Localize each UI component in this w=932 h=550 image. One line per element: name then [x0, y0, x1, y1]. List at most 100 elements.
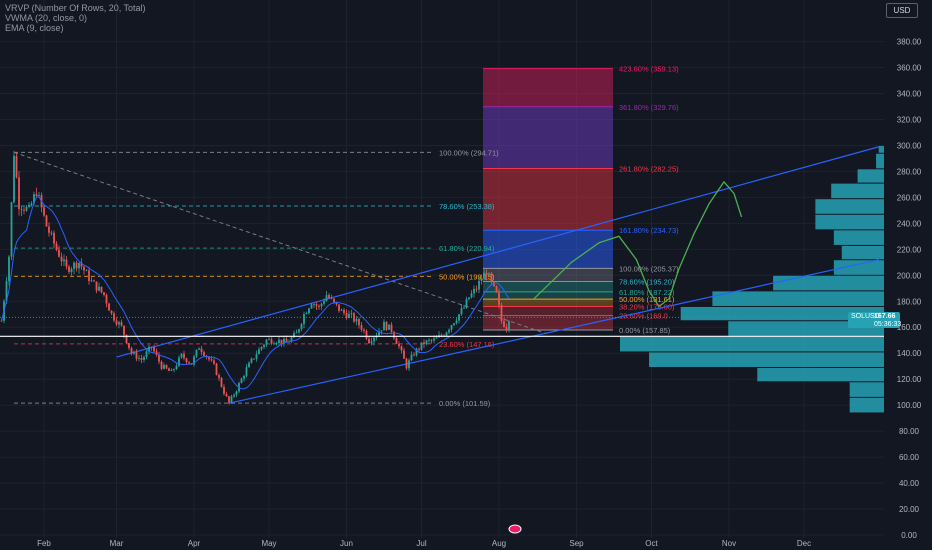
event-marker-icon [508, 524, 522, 534]
candle-body [105, 294, 108, 304]
volume-profile-bar [649, 352, 884, 367]
candle-body [498, 292, 500, 306]
candle-body [28, 204, 30, 207]
channel-lower-line [228, 259, 880, 404]
fib-extension-label: 423.60% (359.13) [619, 65, 679, 74]
volume-profile-bar [757, 367, 884, 382]
fib-extension-label: 50.00% (181.61) [619, 295, 675, 304]
candle-body [178, 357, 180, 366]
candle-body [65, 259, 68, 267]
volume-profile-bar [712, 291, 884, 306]
fib-extension-label: 78.60% (195.20) [619, 278, 675, 287]
candle-body [295, 332, 298, 334]
volume-profile-bar [849, 397, 884, 413]
y-tick-label: 120.00 [897, 375, 922, 384]
y-tick-label: 360.00 [897, 64, 922, 73]
candle-body [263, 344, 265, 347]
candle-body [470, 293, 473, 298]
candle-body [115, 320, 118, 325]
candle-body [345, 312, 348, 318]
candle-body [430, 340, 433, 341]
fib-anchor-trendline [13, 151, 547, 335]
candle-body [485, 272, 488, 276]
candle-body [483, 272, 485, 279]
candle-body [378, 331, 380, 336]
fib-extension-zone [483, 106, 613, 169]
candle-body [123, 325, 125, 335]
candle-body [465, 299, 468, 308]
fib-retracement-label: 61.80% (220.94) [439, 244, 495, 253]
y-tick-label: 40.00 [899, 479, 920, 488]
indicator-ema[interactable]: EMA (9, close) [5, 23, 64, 33]
candle-body [220, 377, 223, 387]
candle-body [233, 394, 235, 397]
volume-profile-bar [620, 336, 884, 352]
candle-body [148, 346, 150, 352]
candle-body [415, 348, 418, 356]
candle-body [133, 352, 135, 354]
fib-extension-label: 0.00% (157.85) [619, 326, 671, 335]
candle-body [70, 268, 73, 272]
candle-body [188, 362, 190, 364]
candle-body [283, 338, 285, 344]
candle-body [413, 354, 415, 356]
candle-body [203, 352, 205, 356]
candle-body [83, 266, 85, 271]
candle-body [463, 307, 465, 309]
candle-body [160, 361, 163, 369]
indicator-vrvp[interactable]: VRVP (Number Of Rows, 20, Total) [5, 3, 146, 13]
candle-body [478, 280, 480, 290]
candle-body [433, 338, 435, 341]
x-tick-label: Apr [188, 539, 201, 548]
candle-body [193, 356, 195, 365]
candle-body [348, 314, 350, 318]
candle-body [250, 358, 253, 363]
candle-body [175, 365, 178, 370]
candle-body [98, 286, 100, 291]
candle-body [373, 337, 375, 342]
x-tick-label: Dec [797, 539, 811, 548]
candle-body [23, 209, 25, 211]
fib-extension-zone [483, 306, 613, 316]
currency-button[interactable]: USD [886, 3, 918, 18]
fib-retracement-label: 50.00% (199.15) [439, 272, 495, 281]
candle-body [473, 288, 475, 294]
candle-body [285, 338, 288, 343]
candle-body [253, 358, 255, 360]
candle-body [85, 270, 88, 272]
candle-body [268, 339, 270, 340]
candle-body [318, 305, 320, 307]
candle-body [260, 346, 263, 350]
indicator-vwma[interactable]: VWMA (20, close, 0) [5, 13, 88, 23]
candle-body [173, 369, 175, 371]
fib-retracement-label: 23.60% (147.16) [439, 340, 495, 349]
candle-body [428, 340, 430, 341]
candle-body [370, 341, 373, 344]
candle-body [475, 288, 478, 290]
candle-body [315, 304, 318, 306]
candle-body [198, 348, 200, 350]
candle-body [423, 342, 425, 345]
candle-body [93, 280, 95, 282]
y-tick-label: 160.00 [897, 323, 922, 332]
candle-body [58, 249, 60, 257]
candle-body [63, 259, 65, 262]
candle-body [468, 297, 470, 300]
candle-body [363, 329, 365, 331]
candle-body [453, 323, 455, 326]
fib-extension-label: 100.00% (205.37) [619, 264, 679, 273]
candle-body [170, 370, 173, 371]
candle-body [53, 232, 55, 244]
candle-body [75, 262, 78, 269]
candle-body [405, 358, 408, 369]
candle-body [73, 262, 75, 269]
candle-body [45, 215, 48, 227]
candle-body [325, 295, 328, 302]
candle-body [120, 322, 123, 326]
fib-extension-zone [483, 315, 613, 331]
x-tick-label: Jun [340, 539, 353, 548]
y-tick-label: 80.00 [899, 427, 920, 436]
candle-body [393, 331, 395, 339]
